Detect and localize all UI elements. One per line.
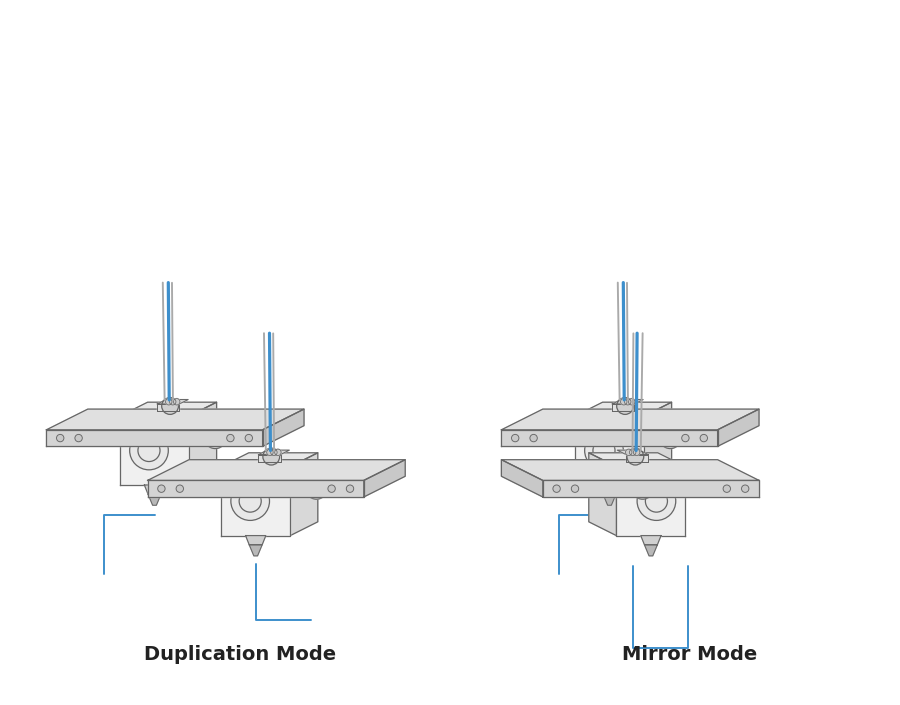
Polygon shape — [148, 460, 405, 480]
Polygon shape — [616, 467, 686, 536]
Circle shape — [553, 485, 561, 492]
Circle shape — [245, 434, 253, 442]
Polygon shape — [158, 404, 179, 411]
Circle shape — [158, 485, 165, 492]
Circle shape — [166, 398, 172, 405]
Circle shape — [628, 398, 634, 405]
Text: Mirror Mode: Mirror Mode — [623, 646, 758, 665]
Circle shape — [511, 434, 519, 442]
Polygon shape — [249, 545, 262, 556]
Circle shape — [659, 427, 681, 448]
Circle shape — [130, 431, 168, 470]
Polygon shape — [501, 409, 759, 430]
Polygon shape — [144, 485, 165, 494]
Circle shape — [629, 449, 636, 455]
Polygon shape — [158, 400, 188, 404]
Circle shape — [227, 434, 234, 442]
Polygon shape — [501, 460, 543, 497]
Circle shape — [681, 434, 689, 442]
Polygon shape — [47, 409, 304, 430]
Circle shape — [620, 398, 627, 405]
Circle shape — [626, 449, 632, 455]
Polygon shape — [246, 536, 266, 545]
Circle shape — [585, 431, 624, 470]
Circle shape — [530, 434, 537, 442]
Circle shape — [75, 434, 82, 442]
Circle shape — [274, 449, 281, 455]
Polygon shape — [717, 409, 759, 446]
Polygon shape — [603, 494, 616, 505]
Circle shape — [266, 449, 274, 455]
Polygon shape — [641, 536, 661, 545]
Polygon shape — [589, 453, 616, 536]
Polygon shape — [364, 460, 405, 497]
Polygon shape — [120, 416, 189, 485]
Circle shape — [204, 427, 227, 448]
Polygon shape — [263, 409, 304, 446]
Polygon shape — [148, 480, 364, 497]
Circle shape — [176, 485, 184, 492]
Circle shape — [632, 477, 653, 499]
Polygon shape — [501, 460, 759, 480]
Circle shape — [162, 398, 178, 415]
Circle shape — [346, 485, 354, 492]
Polygon shape — [258, 450, 290, 455]
Polygon shape — [258, 455, 281, 462]
Circle shape — [263, 448, 280, 465]
Polygon shape — [575, 402, 671, 416]
Polygon shape — [644, 545, 657, 556]
Circle shape — [174, 398, 180, 405]
Polygon shape — [612, 400, 643, 404]
Polygon shape — [221, 453, 318, 467]
Circle shape — [700, 434, 707, 442]
Polygon shape — [501, 430, 717, 446]
Circle shape — [271, 449, 277, 455]
Polygon shape — [575, 416, 644, 485]
Polygon shape — [290, 453, 318, 536]
Circle shape — [634, 449, 640, 455]
Circle shape — [328, 485, 336, 492]
Polygon shape — [599, 485, 619, 494]
Circle shape — [231, 482, 269, 520]
Polygon shape — [644, 402, 671, 485]
Circle shape — [742, 485, 749, 492]
Polygon shape — [612, 404, 634, 411]
Circle shape — [625, 398, 631, 405]
Polygon shape — [543, 480, 759, 497]
Polygon shape — [221, 467, 290, 536]
Circle shape — [305, 477, 328, 499]
Circle shape — [616, 398, 634, 415]
Polygon shape — [120, 402, 217, 416]
Polygon shape — [626, 455, 648, 462]
Text: Duplication Mode: Duplication Mode — [144, 646, 336, 665]
Circle shape — [572, 485, 579, 492]
Polygon shape — [589, 453, 686, 467]
Circle shape — [723, 485, 731, 492]
Polygon shape — [189, 402, 217, 485]
Polygon shape — [148, 494, 161, 505]
Circle shape — [57, 434, 64, 442]
Polygon shape — [47, 430, 263, 446]
Polygon shape — [617, 450, 648, 455]
Circle shape — [627, 448, 644, 465]
Circle shape — [169, 398, 176, 405]
Circle shape — [637, 482, 676, 520]
